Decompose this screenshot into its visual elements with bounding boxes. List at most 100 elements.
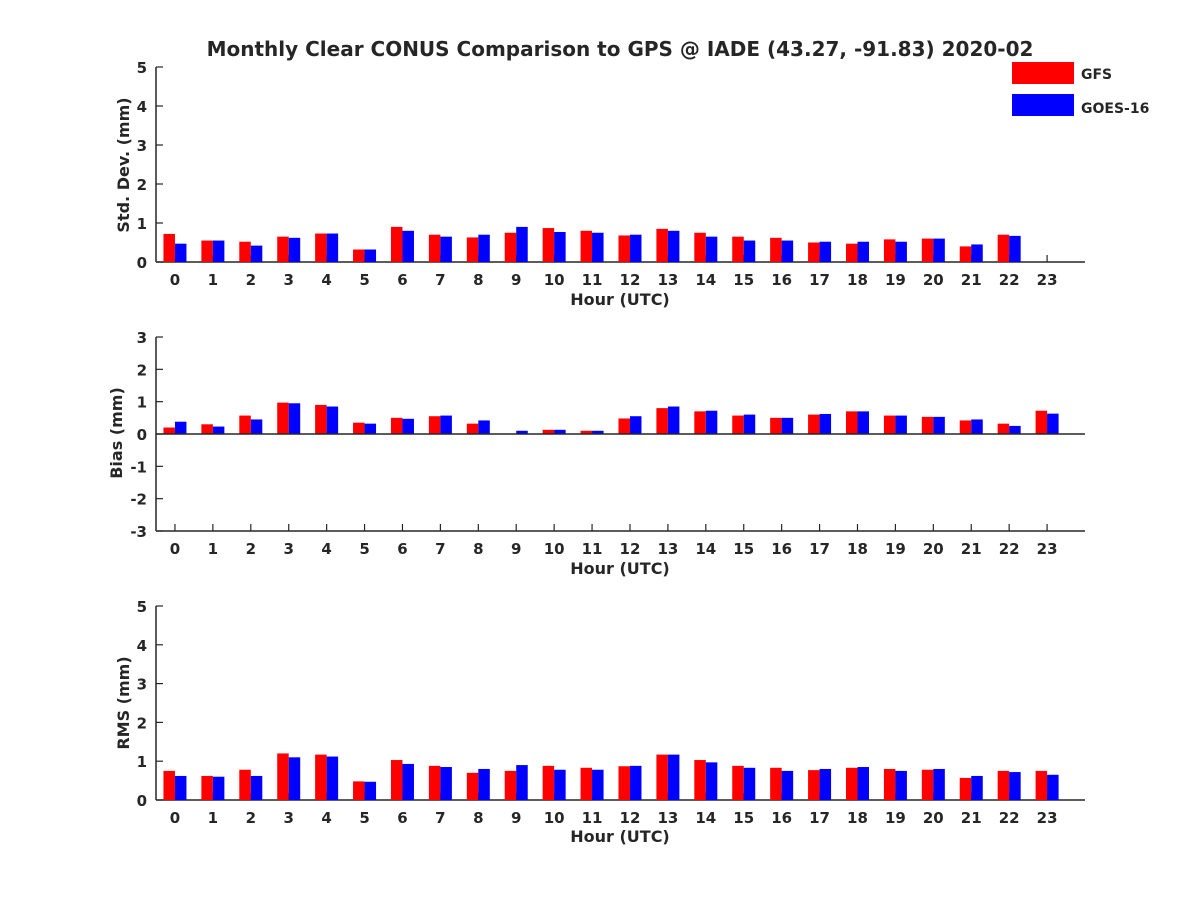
- std-bar-goes16-21: [971, 244, 983, 262]
- bias-bar-gfs-2: [239, 415, 251, 434]
- rms-xtick-label: 23: [1037, 809, 1058, 827]
- rms-xtick-label: 4: [321, 809, 331, 827]
- panel-rms-xlabel: Hour (UTC): [570, 827, 670, 846]
- bias-bar-goes16-1: [212, 426, 225, 434]
- std-bar-goes16-14: [705, 236, 718, 262]
- rms-xtick-label: 13: [657, 809, 678, 827]
- rms-bar-gfs-0: [163, 770, 175, 800]
- std-bar-gfs-17: [808, 242, 820, 262]
- bias-bar-gfs-16: [770, 417, 782, 434]
- std-bar-goes16-1: [212, 240, 225, 262]
- std-bar-gfs-19: [883, 239, 896, 262]
- rms-bar-goes16-12: [629, 765, 642, 800]
- rms-ytick-label: 1: [137, 753, 147, 771]
- bias-bar-goes16-7: [440, 415, 452, 434]
- rms-bar-gfs-20: [921, 769, 934, 800]
- panel-bias-ylabel: Bias (mm): [107, 387, 126, 479]
- std-bar-goes16-6: [402, 230, 414, 262]
- bias-xtick-label: 20: [923, 540, 944, 558]
- std-ytick-label: 5: [137, 59, 147, 77]
- std-bar-goes16-20: [933, 238, 945, 262]
- rms-bar-gfs-9: [504, 770, 517, 800]
- rms-bar-gfs-2: [239, 769, 251, 800]
- rms-bar-gfs-5: [353, 781, 365, 800]
- std-xtick-label: 9: [511, 271, 521, 289]
- rms-bar-gfs-17: [808, 770, 820, 800]
- rms-xtick-label: 12: [620, 809, 641, 827]
- bias-ytick-label: -2: [130, 491, 147, 509]
- bias-xtick-label: 11: [582, 540, 603, 558]
- std-ytick-label: 4: [137, 98, 147, 116]
- std-xtick-label: 10: [544, 271, 565, 289]
- bias-bar-gfs-6: [390, 417, 403, 434]
- bias-bar-gfs-12: [618, 418, 630, 434]
- legend: GFS GOES-16: [1012, 62, 1149, 117]
- bias-bar-gfs-1: [201, 424, 213, 434]
- bias-xtick-label: 2: [246, 540, 256, 558]
- rms-bar-goes16-0: [174, 775, 187, 800]
- rms-bar-goes16-10: [554, 769, 566, 800]
- std-bar-goes16-5: [364, 249, 377, 262]
- bias-xtick-label: 17: [809, 540, 830, 558]
- bias-xtick-label: 15: [733, 540, 754, 558]
- rms-bar-gfs-21: [959, 777, 972, 800]
- bias-bar-goes16-3: [288, 403, 301, 434]
- bias-bar-gfs-11: [580, 430, 593, 434]
- std-bar-gfs-20: [921, 238, 934, 262]
- bias-xtick-label: 5: [359, 540, 369, 558]
- std-ytick-label: 3: [137, 137, 147, 155]
- std-bar-gfs-21: [959, 246, 972, 262]
- rms-bar-goes16-20: [933, 768, 945, 800]
- rms-xtick-label: 22: [999, 809, 1020, 827]
- std-bar-goes16-13: [667, 230, 680, 262]
- bias-bar-gfs-22: [997, 423, 1010, 434]
- bias-bar-gfs-17: [808, 414, 820, 434]
- rms-ytick-label: 3: [137, 676, 147, 694]
- rms-xtick-label: 18: [847, 809, 868, 827]
- std-bar-goes16-9: [516, 226, 528, 262]
- std-bar-gfs-7: [428, 234, 441, 262]
- std-bar-goes16-22: [1009, 235, 1021, 262]
- bias-bar-gfs-15: [732, 415, 744, 434]
- rms-bar-goes16-18: [857, 767, 869, 800]
- rms-bar-gfs-6: [390, 760, 403, 800]
- std-xtick-label: 7: [435, 271, 445, 289]
- std-bar-goes16-10: [554, 231, 566, 262]
- std-bar-goes16-12: [629, 234, 642, 262]
- bias-bar-gfs-13: [656, 408, 668, 434]
- bias-xtick-label: 1: [208, 540, 218, 558]
- bias-ytick-label: 1: [137, 394, 147, 412]
- panel-std-dev-xlabel: Hour (UTC): [570, 290, 670, 309]
- bias-xtick-label: 18: [847, 540, 868, 558]
- std-bar-gfs-13: [656, 228, 668, 262]
- bias-bar-gfs-0: [163, 427, 175, 434]
- bias-bar-goes16-2: [250, 419, 263, 434]
- bias-bar-gfs-14: [694, 411, 706, 434]
- bias-xtick-label: 3: [283, 540, 293, 558]
- rms-xtick-label: 2: [246, 809, 256, 827]
- rms-bar-goes16-3: [288, 757, 301, 800]
- bias-xtick-label: 7: [435, 540, 445, 558]
- std-xtick-label: 20: [923, 271, 944, 289]
- bias-xtick-label: 4: [321, 540, 331, 558]
- rms-xtick-label: 11: [582, 809, 603, 827]
- rms-ytick-label: 4: [137, 637, 147, 655]
- bias-xtick-label: 16: [771, 540, 792, 558]
- bias-xtick-label: 13: [657, 540, 678, 558]
- rms-bar-goes16-16: [781, 770, 794, 800]
- std-bar-goes16-19: [895, 241, 907, 262]
- bias-bar-goes16-14: [705, 410, 718, 434]
- bias-bar-goes16-20: [933, 416, 945, 434]
- std-bar-gfs-22: [997, 234, 1010, 262]
- rms-bar-goes16-8: [478, 768, 490, 800]
- std-bar-gfs-5: [353, 249, 365, 262]
- std-xtick-label: 17: [809, 271, 830, 289]
- rms-bar-goes16-5: [364, 781, 377, 800]
- std-xtick-label: 15: [733, 271, 754, 289]
- bias-bar-goes16-0: [174, 421, 187, 434]
- std-bar-goes16-4: [326, 233, 339, 262]
- bias-bar-goes16-6: [402, 418, 414, 434]
- panel-rms-ylabel: RMS (mm): [114, 656, 133, 749]
- bias-ytick-label: 0: [137, 426, 147, 444]
